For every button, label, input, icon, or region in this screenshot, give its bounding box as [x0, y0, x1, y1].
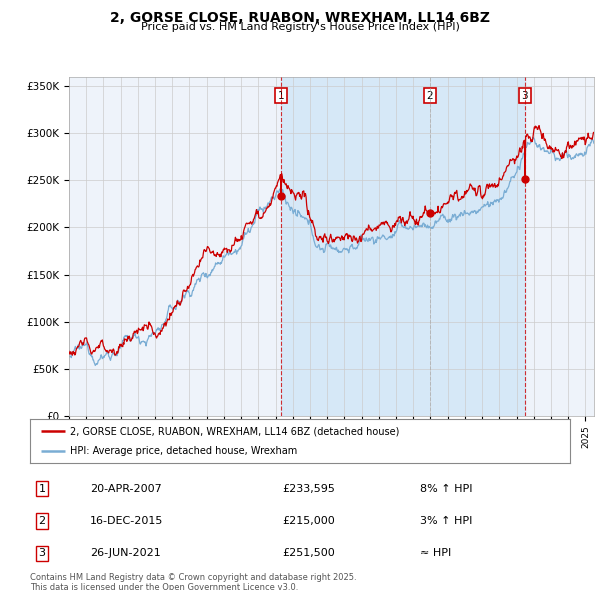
- Text: Price paid vs. HM Land Registry's House Price Index (HPI): Price paid vs. HM Land Registry's House …: [140, 22, 460, 32]
- Text: 1: 1: [277, 90, 284, 100]
- Text: ≈ HPI: ≈ HPI: [420, 549, 451, 558]
- Text: 3: 3: [38, 549, 46, 558]
- Text: 2: 2: [38, 516, 46, 526]
- Text: 16-DEC-2015: 16-DEC-2015: [90, 516, 163, 526]
- Text: 2, GORSE CLOSE, RUABON, WREXHAM, LL14 6BZ (detached house): 2, GORSE CLOSE, RUABON, WREXHAM, LL14 6B…: [71, 427, 400, 436]
- Text: 3% ↑ HPI: 3% ↑ HPI: [420, 516, 472, 526]
- Text: 26-JUN-2021: 26-JUN-2021: [90, 549, 161, 558]
- Text: 8% ↑ HPI: 8% ↑ HPI: [420, 484, 473, 493]
- Text: 2: 2: [427, 90, 433, 100]
- Text: 2, GORSE CLOSE, RUABON, WREXHAM, LL14 6BZ: 2, GORSE CLOSE, RUABON, WREXHAM, LL14 6B…: [110, 11, 490, 25]
- Text: £215,000: £215,000: [282, 516, 335, 526]
- Text: HPI: Average price, detached house, Wrexham: HPI: Average price, detached house, Wrex…: [71, 446, 298, 455]
- Text: 3: 3: [521, 90, 528, 100]
- Text: £233,595: £233,595: [282, 484, 335, 493]
- Text: £251,500: £251,500: [282, 549, 335, 558]
- Text: Contains HM Land Registry data © Crown copyright and database right 2025.
This d: Contains HM Land Registry data © Crown c…: [30, 573, 356, 590]
- Bar: [281, 77, 525, 416]
- Text: 1: 1: [38, 484, 46, 493]
- Text: 20-APR-2007: 20-APR-2007: [90, 484, 162, 493]
